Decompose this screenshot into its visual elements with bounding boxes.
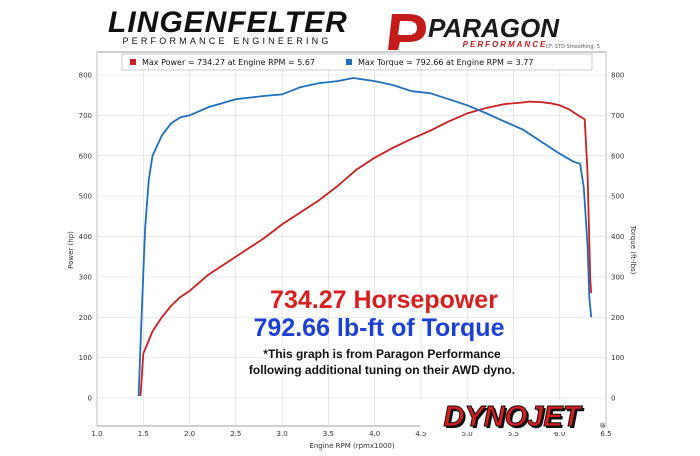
annotation: 734.27 Horsepower 792.66 lb-ft of Torque… — [249, 286, 515, 377]
y-tick-label-right: 200 — [611, 314, 624, 322]
x-tick-label: 1.0 — [91, 430, 102, 438]
corner-note: CF: STD Smoothing: 5 — [546, 44, 600, 50]
y-tick-label-left: 0 — [88, 395, 92, 403]
power-line — [139, 100, 593, 397]
x-tick-label: 5.0 — [462, 430, 473, 438]
paragon-p-mark — [388, 14, 426, 50]
x-axis-label: Engine RPM (rpmx1000) — [309, 442, 394, 450]
x-tick-label: 5.5 — [508, 430, 519, 438]
y-axis-right-ticks: 0 100 200 300 400 500 600 700 800 — [611, 72, 624, 403]
lingenfelter-sub-bar — [98, 35, 356, 45]
legend-power-swatch — [130, 59, 136, 65]
y-tick-label-right: 600 — [611, 152, 624, 160]
y-axis-left-label: Power (hp) — [67, 231, 75, 269]
annotation-note-line2: following additional tuning on their AWD… — [249, 363, 515, 377]
paragon-logo: PARAGON PERFORMANCE — [388, 13, 560, 50]
lingenfelter-logo-subtitle: PERFORMANCE ENGINEERING — [122, 36, 331, 46]
paragon-logo-subtitle: PERFORMANCE — [463, 40, 548, 49]
annotation-torque: 792.66 lb-ft of Torque — [254, 314, 505, 342]
series-layer — [137, 77, 593, 397]
y-axis-right-label: Torque (ft-lbs) — [629, 225, 637, 275]
dynojet-logo-backing — [420, 400, 602, 432]
y-tick-label-right: 0 — [611, 395, 615, 403]
paragon-logo-text: PARAGON — [428, 13, 560, 43]
y-tick-label-left: 600 — [79, 152, 92, 160]
annotation-note-line1: *This graph is from Paragon Performance — [263, 347, 501, 361]
y-tick-label-right: 400 — [611, 233, 624, 241]
legend-power-text: Max Power = 734.27 at Engine RPM = 5.67 — [142, 58, 315, 67]
plot-background — [96, 51, 607, 427]
x-tick-label: 6.5 — [600, 430, 611, 438]
dynojet-logo-text: DYNOJET — [444, 401, 583, 433]
dynojet-registered-mark: ® — [600, 422, 606, 430]
x-tick-label: 4.0 — [369, 430, 380, 438]
x-axis-ticks: 1.0 1.5 2.0 2.5 3.0 3.5 4.0 4.5 5.0 5.5 6.0 6.5 — [91, 430, 611, 438]
y-tick-label-right: 100 — [611, 354, 624, 362]
x-tick-label: 2.5 — [230, 430, 241, 438]
legend-torque-swatch — [346, 59, 352, 65]
torque-line — [137, 77, 593, 397]
x-tick-label: 3.0 — [277, 430, 288, 438]
x-tick-label: 4.5 — [415, 430, 426, 438]
lingenfelter-logo: LINGENFELTER PERFORMANCE ENGINEERING — [98, 6, 356, 46]
y-tick-label-right: 700 — [611, 112, 624, 120]
y-tick-label-left: 300 — [79, 273, 92, 281]
x-tick-label: 6.0 — [554, 430, 565, 438]
x-tick-label: 3.5 — [323, 430, 334, 438]
x-tick-label: 1.5 — [138, 430, 149, 438]
y-tick-label-left: 800 — [79, 72, 92, 80]
grid-lines — [96, 52, 607, 426]
y-tick-label-left: 200 — [79, 314, 92, 322]
dyno-chart: 0 100 200 300 400 500 600 700 800 0 100 200 300 400 5… — [67, 51, 637, 450]
y-tick-label-left: 700 — [79, 112, 92, 120]
y-tick-label-right: 800 — [611, 72, 624, 80]
annotation-horsepower: 734.27 Horsepower — [270, 286, 498, 314]
legend: Max Power = 734.27 at Engine RPM = 5.67 … — [121, 53, 593, 71]
y-tick-label-left: 100 — [79, 354, 92, 362]
legend-torque-text: Max Torque = 792.66 at Engine RPM = 3.77 — [358, 58, 533, 67]
y-tick-label-left: 500 — [79, 193, 92, 201]
y-tick-label-right: 500 — [611, 193, 624, 201]
lingenfelter-logo-text: LINGENFELTER — [108, 6, 348, 39]
legend-box — [121, 53, 593, 71]
y-axis-left-ticks: 0 100 200 300 400 500 600 700 800 — [79, 72, 92, 403]
dynojet-logo: DYNOJET DYNOJET ® — [420, 400, 606, 435]
dynojet-logo-shadow: DYNOJET — [446, 403, 585, 435]
y-tick-label-left: 400 — [79, 233, 92, 241]
x-tick-label: 2.0 — [184, 430, 195, 438]
y-tick-label-right: 300 — [611, 273, 624, 281]
